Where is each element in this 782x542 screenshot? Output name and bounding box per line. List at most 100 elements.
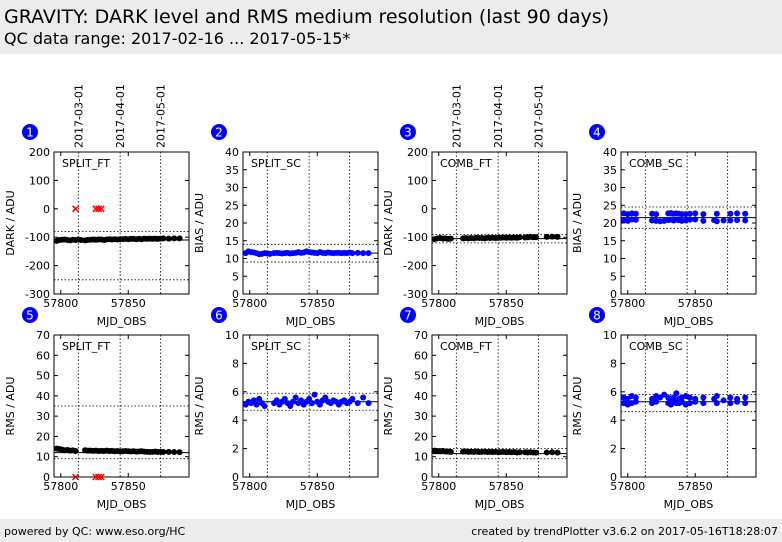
plot-series-label: SPLIT_SC	[251, 157, 301, 170]
x-tick-label: 57800	[232, 480, 267, 493]
y-tick-label: 4	[232, 414, 239, 427]
y-tick-label: 10	[414, 451, 428, 464]
data-point	[298, 397, 305, 404]
plot-series-label: COMB_FT	[440, 157, 492, 170]
y-tick-label: 100	[29, 174, 50, 187]
x-tick-label: 57850	[111, 297, 146, 310]
y-tick-label: 0	[43, 203, 50, 216]
y-tick-label: 40	[603, 146, 617, 159]
plot-series-label: COMB_FT	[440, 340, 492, 353]
panel-number-badge	[22, 307, 38, 323]
x-tick-label: 57800	[610, 480, 645, 493]
y-tick-label: 4	[610, 414, 617, 427]
data-point	[543, 449, 550, 456]
y-tick-label: 30	[225, 182, 239, 195]
x-tick-label: 57850	[678, 480, 713, 493]
data-point	[532, 449, 539, 456]
y-tick-label: 30	[414, 410, 428, 423]
data-point	[727, 210, 734, 217]
x-axis-label: MJD_OBS	[97, 315, 147, 328]
data-point	[447, 448, 454, 455]
y-tick-label: 10	[225, 329, 239, 342]
y-tick-label: 60	[36, 349, 50, 362]
x-axis-label: MJD_OBS	[475, 498, 525, 511]
outlier-point	[95, 205, 103, 213]
y-axis-label: RMS / ADU	[382, 377, 395, 436]
data-point	[176, 235, 183, 242]
panel-number-badge	[589, 307, 605, 323]
plot-panel-7: 0 10 20 30 40 50 60 70 57800 57850 MJD_OBS RMS / AD…	[382, 307, 568, 511]
page-title: GRAVITY: DARK level and RMS medium resol…	[4, 6, 610, 28]
data-point	[349, 395, 356, 402]
data-point	[256, 395, 263, 402]
data-point	[273, 397, 280, 404]
x-axis-label: MJD_OBS	[97, 498, 147, 511]
data-point	[171, 235, 178, 242]
panel-number-badge	[400, 307, 416, 323]
x-tick-label: 57850	[489, 297, 524, 310]
data-point	[165, 448, 172, 455]
y-tick-label: 15	[603, 235, 617, 248]
y-tick-label: -300	[403, 288, 428, 301]
plot-frame	[620, 334, 757, 478]
month-date-label: 2017-03-01	[450, 84, 463, 148]
panel-number-badge	[211, 307, 227, 323]
y-tick-label: 200	[407, 146, 428, 159]
data-point	[727, 217, 734, 224]
panel-number-badge	[400, 124, 416, 140]
panel-number: 6	[215, 309, 223, 323]
plot-frame	[242, 151, 379, 295]
y-tick-label: 25	[225, 199, 239, 212]
data-point	[670, 394, 677, 401]
y-tick-label: 5	[232, 270, 239, 283]
footer-powered-by: powered by QC: www.eso.org/HC	[4, 525, 186, 538]
data-point	[516, 449, 523, 456]
x-tick-label: 57850	[111, 480, 146, 493]
y-tick-label: 0	[232, 471, 239, 484]
outlier-point	[92, 205, 100, 213]
data-point	[160, 449, 167, 456]
x-axis-label: MJD_OBS	[286, 315, 336, 328]
data-point	[543, 233, 550, 240]
y-tick-label: 6	[610, 386, 617, 399]
y-tick-label: 70	[36, 329, 50, 342]
y-tick-label: 0	[610, 288, 617, 301]
data-point	[713, 218, 720, 225]
data-point	[720, 217, 727, 224]
y-tick-label: 10	[36, 451, 50, 464]
data-point	[742, 210, 749, 217]
y-tick-label: 0	[610, 471, 617, 484]
data-point	[653, 211, 660, 218]
data-point	[700, 211, 707, 218]
data-point	[632, 210, 639, 217]
data-point	[632, 398, 639, 405]
panel-number: 8	[593, 309, 601, 323]
title-bar	[0, 0, 782, 54]
data-point	[292, 394, 299, 401]
data-point	[734, 398, 741, 405]
y-tick-label: 35	[603, 164, 617, 177]
data-point	[700, 400, 707, 407]
y-tick-label: 10	[603, 329, 617, 342]
y-tick-label: 40	[414, 390, 428, 403]
footer-bar	[0, 519, 782, 542]
x-tick-label: 57850	[678, 297, 713, 310]
x-tick-label: 57800	[421, 480, 456, 493]
data-point	[686, 394, 693, 401]
data-point	[727, 394, 734, 401]
y-tick-label: 25	[603, 199, 617, 212]
x-tick-label: 57850	[300, 480, 335, 493]
y-tick-label: -100	[403, 231, 428, 244]
panel-number-badge	[22, 124, 38, 140]
x-tick-label: 57800	[610, 297, 645, 310]
y-tick-label: 20	[225, 217, 239, 230]
y-tick-label: 0	[232, 288, 239, 301]
y-axis-label: BIAS / ADU	[571, 193, 584, 253]
data-point	[554, 449, 561, 456]
x-axis-label: MJD_OBS	[664, 315, 714, 328]
data-point	[549, 233, 556, 240]
plot-panel-5: 0 10 20 30 40 50 60 70 57800 57850 MJD_OBS RMS / AD…	[4, 307, 190, 511]
plot-panel-3: -300 -200 -100 0 100 200 57800 57850 MJD_OBS DARK…	[382, 84, 568, 328]
y-tick-label: 30	[603, 182, 617, 195]
